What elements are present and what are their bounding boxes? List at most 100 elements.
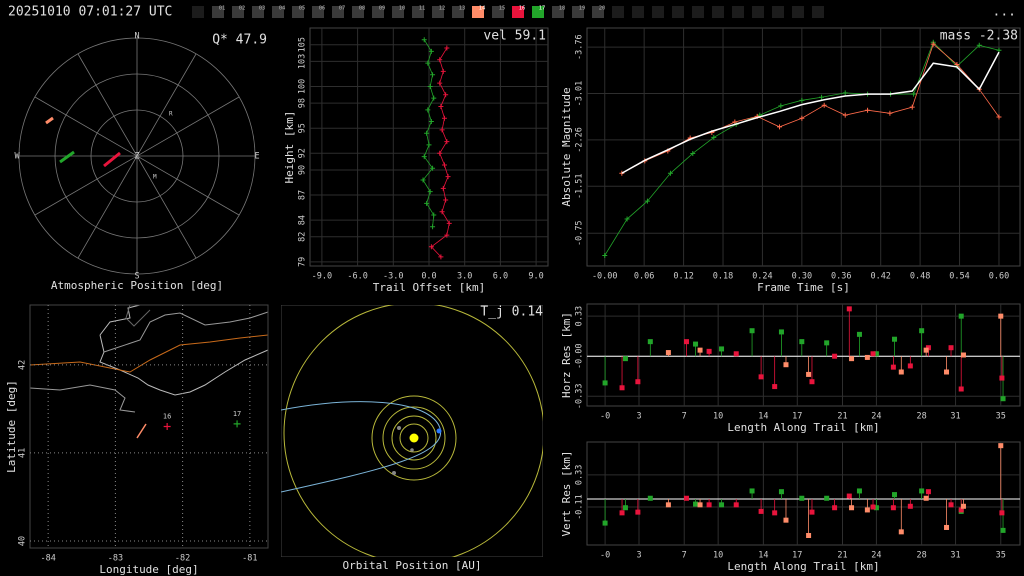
station-label: 09 (379, 6, 386, 12)
point-marker (732, 119, 738, 125)
point-marker (420, 177, 426, 183)
point-marker (960, 352, 966, 358)
point-marker (427, 189, 433, 195)
point-marker (693, 501, 699, 507)
station-box (812, 6, 824, 18)
station-label: 12 (439, 6, 446, 12)
station-marker (163, 423, 171, 430)
point-marker (864, 507, 870, 513)
point-marker (444, 232, 450, 238)
plot-frame (29, 304, 269, 549)
x-tick-label: 14 (758, 551, 768, 561)
station-box (612, 6, 624, 18)
station-label: 03 (259, 6, 266, 12)
point-marker (944, 524, 950, 530)
direction-label: S (134, 272, 139, 282)
point-marker (444, 139, 450, 145)
point-marker (819, 94, 825, 100)
plot-frame (586, 441, 1021, 546)
station-label: 19 (579, 6, 586, 12)
point-marker (426, 142, 432, 148)
station-box (712, 6, 724, 18)
y-tick-label: 42 (18, 360, 28, 370)
y-axis-label: Latitude [deg] (5, 380, 18, 473)
point-marker (758, 508, 764, 514)
station-box (272, 6, 284, 18)
station-box (652, 6, 664, 18)
point-marker (856, 488, 862, 494)
station-box (332, 6, 344, 18)
point-marker (944, 369, 950, 375)
point-marker (907, 363, 913, 369)
annotation: mass -2.38 (940, 29, 1018, 44)
x-tick-label: 7 (682, 551, 687, 561)
station-label: 02 (239, 6, 246, 12)
y-tick-label: -0.33 (575, 383, 585, 409)
y-tick-label: 92 (298, 148, 308, 158)
point-marker (444, 45, 450, 51)
point-marker (960, 503, 966, 509)
station-label: 13 (459, 6, 466, 12)
x-tick-label: 0.24 (752, 272, 772, 282)
station-box (512, 6, 524, 18)
y-tick-label: 87 (298, 190, 308, 200)
x-tick-label: 24 (871, 412, 881, 422)
point-marker (428, 244, 434, 250)
x-tick-label: 0.12 (673, 272, 693, 282)
point-marker (809, 509, 815, 515)
point-marker (706, 348, 712, 354)
point-marker (424, 200, 430, 206)
point-marker (925, 489, 931, 495)
y-axis-label: Height [km] (283, 111, 296, 184)
point-marker (1000, 396, 1006, 402)
station-label: 16 (519, 6, 526, 12)
point-marker (424, 130, 430, 136)
station-box (472, 6, 484, 18)
station-box (552, 6, 564, 18)
point-marker (842, 112, 848, 118)
point-marker (697, 502, 703, 508)
direction-label: E (254, 152, 259, 162)
station-box (792, 6, 804, 18)
y-axis-label: Horz Res [km] (560, 312, 573, 398)
zenith-label: Z (134, 152, 139, 162)
point-marker (799, 495, 805, 501)
x-tick-label: 10 (713, 412, 723, 422)
station-box (412, 6, 424, 18)
point-marker (624, 216, 630, 222)
point-marker (842, 90, 848, 96)
station-box (212, 6, 224, 18)
station-label: 15 (499, 6, 506, 12)
x-tick-label: 31 (950, 551, 960, 561)
station-box (252, 6, 264, 18)
menu-button[interactable]: ... (993, 5, 1016, 20)
point-marker (441, 115, 447, 121)
point-marker (930, 41, 936, 47)
point-marker (954, 61, 960, 67)
point-marker (898, 529, 904, 535)
point-marker (777, 124, 783, 130)
point-marker (439, 127, 445, 133)
x-tick-label: 0.54 (949, 272, 969, 282)
point-marker (622, 356, 628, 362)
point-marker (865, 107, 871, 113)
station-label: 14 (479, 6, 486, 12)
x-tick-label: 17 (792, 412, 802, 422)
point-marker (948, 345, 954, 351)
x-tick-label: 3 (636, 551, 641, 561)
point-marker (806, 371, 812, 377)
station-label: 05 (299, 6, 306, 12)
point-marker (772, 510, 778, 516)
point-marker (665, 502, 671, 508)
x-axis-label: Frame Time [s] (757, 281, 850, 294)
point-marker (667, 170, 673, 176)
station-box (352, 6, 364, 18)
point-marker (430, 224, 436, 230)
x-tick-label: 3 (636, 412, 641, 422)
point-marker (799, 97, 805, 103)
x-tick-label: 0.60 (989, 272, 1009, 282)
station-name: 16 (163, 413, 171, 421)
direction-label: W (14, 152, 20, 162)
point-marker (635, 379, 641, 385)
point-marker (824, 495, 830, 501)
